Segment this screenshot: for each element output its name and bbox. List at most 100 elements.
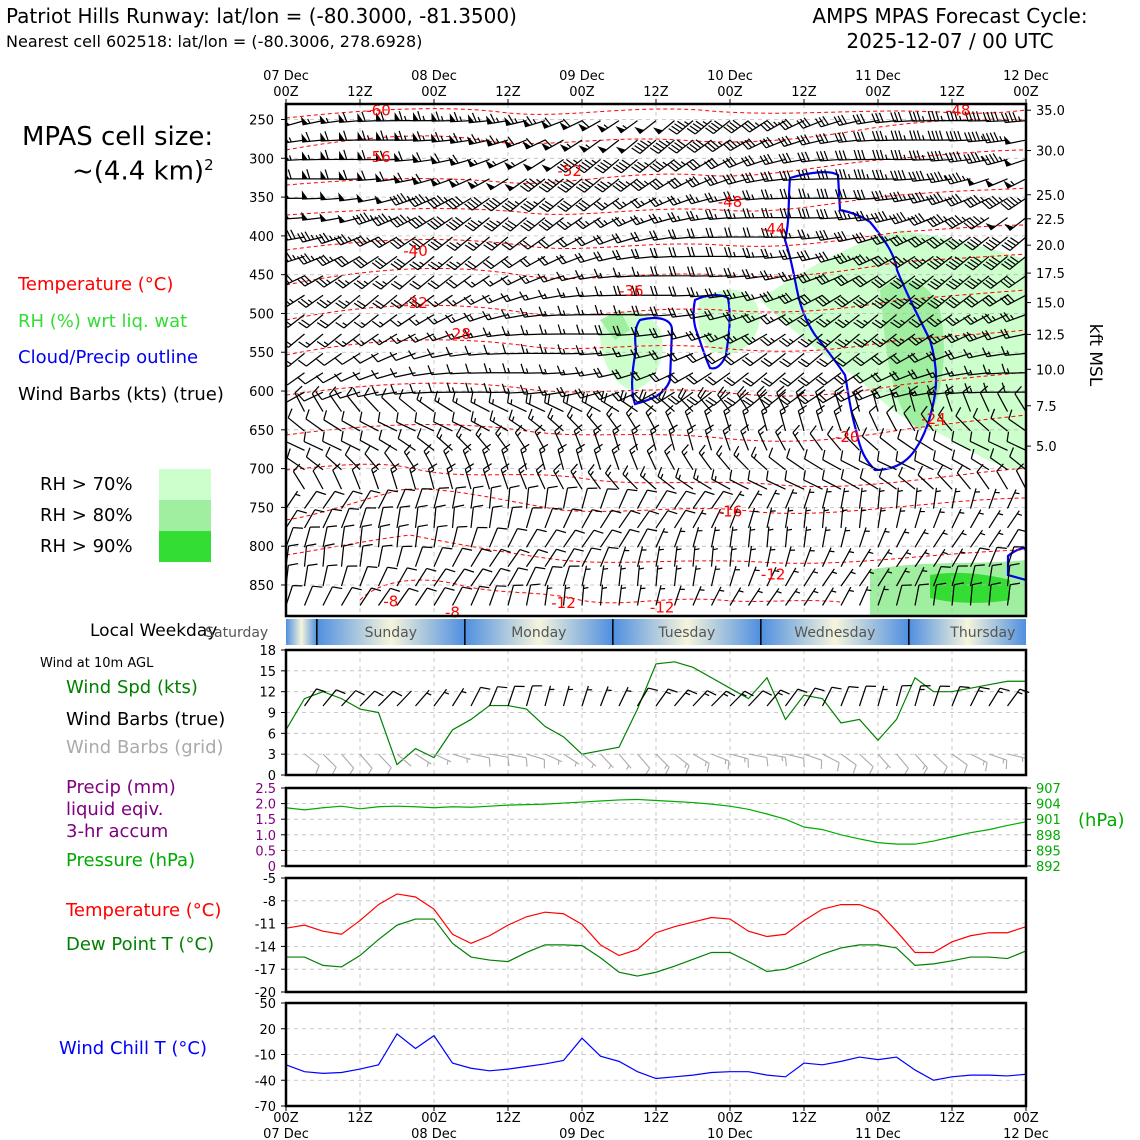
barb-flag xyxy=(394,131,401,141)
wind-barb xyxy=(914,753,928,776)
barb-feather xyxy=(951,173,959,183)
barb-feather xyxy=(746,208,751,219)
barb-half-feather xyxy=(566,143,572,148)
barb-half-feather xyxy=(660,473,664,479)
barb-feather xyxy=(732,119,742,127)
wind-barb xyxy=(655,688,678,707)
barb-feather xyxy=(482,443,492,451)
panel-frame xyxy=(284,876,1028,994)
wind-barb xyxy=(969,686,990,707)
legend-rh90-label: RH > 90% xyxy=(40,536,133,557)
barb-half-feather xyxy=(940,278,946,283)
wind-barb xyxy=(352,371,379,381)
barb-feather xyxy=(967,261,977,268)
barb-shaft xyxy=(554,431,565,451)
barb-feather xyxy=(268,449,270,459)
wind-barb xyxy=(667,307,694,318)
barb-shaft xyxy=(377,587,391,606)
wind-barb xyxy=(488,392,509,413)
barb-feather xyxy=(979,547,990,551)
wind-barb xyxy=(486,113,509,125)
wind-barb xyxy=(852,275,879,288)
barb-shaft xyxy=(616,352,638,358)
barb-shaft xyxy=(834,391,842,412)
pressure-tick-label: 600 xyxy=(249,385,274,400)
barb-feather xyxy=(611,370,619,380)
wind-barb xyxy=(574,388,601,399)
barb-shaft xyxy=(636,565,640,587)
wind-barb xyxy=(286,273,305,286)
barb-shaft xyxy=(340,526,346,548)
barb-feather xyxy=(787,208,792,218)
barb-feather xyxy=(988,154,996,164)
barb-feather xyxy=(331,508,342,512)
barb-feather xyxy=(930,172,936,183)
barb-feather xyxy=(927,262,936,270)
pressure-tick-label: 650 xyxy=(249,424,274,439)
barb-shaft xyxy=(397,438,416,451)
barb-shaft xyxy=(525,139,546,150)
barb-shaft xyxy=(489,753,509,758)
wind-barb xyxy=(665,404,676,432)
wind-barb xyxy=(955,407,971,432)
barb-feather xyxy=(264,318,272,324)
wind-barb xyxy=(747,470,768,490)
barb-shaft xyxy=(599,529,613,548)
barb-half-feather xyxy=(440,115,444,122)
barb-feather xyxy=(594,324,599,335)
barb-shaft xyxy=(582,217,601,230)
barb-feather xyxy=(912,171,918,182)
barb-feather xyxy=(446,463,456,470)
wind-barb xyxy=(538,197,564,213)
wind-barb xyxy=(581,529,604,548)
wind-barb xyxy=(723,191,749,202)
barb-feather xyxy=(596,218,605,227)
wind-barb xyxy=(981,195,1008,210)
barb-half-feather xyxy=(918,337,923,342)
barb-feather xyxy=(897,111,903,122)
barb-shaft xyxy=(653,255,675,259)
wind-barb xyxy=(297,274,324,287)
barb-feather xyxy=(744,313,752,322)
barb-half-feather xyxy=(562,369,566,375)
barb-feather xyxy=(842,188,847,199)
barb-feather xyxy=(361,111,366,122)
barb-flag xyxy=(301,211,308,221)
barb-feather xyxy=(578,388,585,398)
barb-feather xyxy=(633,181,643,189)
wind-barb xyxy=(575,178,601,193)
barb-shaft xyxy=(507,158,527,170)
barb-feather xyxy=(760,248,766,259)
barb-feather xyxy=(804,449,808,460)
barb-flag xyxy=(966,177,975,186)
barb-half-feather xyxy=(599,290,603,296)
barb-flag xyxy=(338,192,345,201)
wind-barb xyxy=(1001,363,1026,374)
barb-feather xyxy=(874,388,881,398)
barb-half-feather xyxy=(751,294,755,299)
bottom-date-label: 12 Dec xyxy=(1003,1127,1049,1140)
barb-shaft xyxy=(988,529,1002,548)
wind-barb xyxy=(951,449,971,471)
wind-barb xyxy=(286,237,287,238)
barb-feather xyxy=(929,217,938,226)
wind-barb xyxy=(759,291,786,303)
barb-feather xyxy=(677,387,684,397)
barb-feather xyxy=(783,228,788,239)
barb-shaft xyxy=(877,549,891,568)
wind-barb xyxy=(359,524,373,548)
barb-feather xyxy=(523,182,532,190)
wind-barb xyxy=(851,404,861,432)
barb-shaft xyxy=(933,333,953,345)
wind-barb xyxy=(981,153,1008,166)
barb-half-feather xyxy=(613,450,618,455)
barb-feather xyxy=(988,197,997,206)
top-hour-label: 12Z xyxy=(643,85,669,100)
barb-feather xyxy=(894,130,899,141)
wind-barb xyxy=(667,372,694,384)
barb-shaft xyxy=(543,275,564,283)
wind-barb xyxy=(692,690,717,707)
wind-barb xyxy=(766,753,787,767)
wind-barb xyxy=(371,236,398,249)
wind-barb xyxy=(353,255,379,269)
